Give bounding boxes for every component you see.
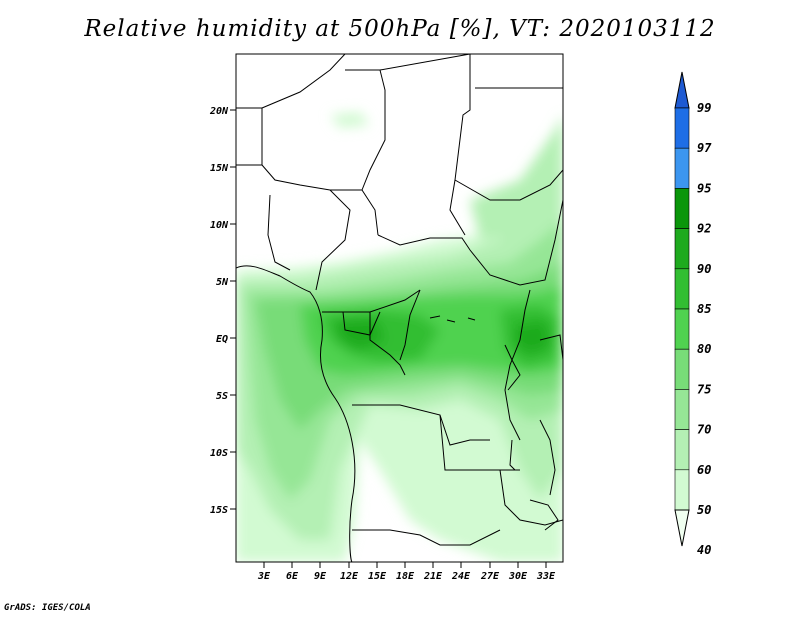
colorbar-segment [674, 389, 690, 430]
colorbar-label: 80 [697, 342, 711, 356]
lon-label-21e: 21E [423, 571, 443, 582]
colorbar-segment [674, 71, 690, 109]
colorbar-label: 70 [697, 423, 711, 437]
colorbar-label: 95 [697, 181, 711, 195]
lon-label-18e: 18E [396, 571, 415, 582]
colorbar-label: 50 [697, 503, 711, 517]
colorbar-segment [674, 188, 690, 229]
colorbar-label: 60 [697, 463, 711, 477]
colorbar-label: 85 [697, 302, 711, 316]
colorbar-label: 92 [697, 222, 711, 236]
colorbar-segment [674, 107, 690, 149]
colorbar-segment [674, 308, 690, 350]
colorbar-segment [674, 348, 690, 390]
colorbar-segment [674, 509, 690, 547]
humidity-field [236, 112, 563, 562]
map-frame [235, 53, 564, 563]
lat-label-20n: 20N [209, 106, 229, 117]
lat-label-15s: 15S [210, 505, 228, 516]
country-borders [236, 54, 563, 562]
colorbar-segment [674, 228, 690, 270]
colorbar-segment [674, 268, 690, 310]
colorbar-segment [674, 429, 690, 471]
lat-label-5s: 5S [216, 391, 228, 402]
lon-label-12e: 12E [340, 571, 359, 582]
lon-label-27e: 27E [480, 571, 500, 582]
lon-label-9e: 9E [314, 571, 327, 582]
lon-label-24e: 24E [451, 571, 471, 582]
colorbar-segment [674, 147, 690, 189]
colorbar-label: 90 [697, 262, 711, 276]
chart-title: Relative humidity at 500hPa [%], VT: 202… [84, 16, 716, 42]
colorbar: 99 97 95 92 90 85 80 75 70 60 50 40 [674, 71, 712, 557]
lon-axis: 3E 6E 9E 12E 15E 18E 21E 24E 27E 30E 33E [257, 562, 556, 582]
colorbar-segment [674, 469, 690, 511]
lon-label-30e: 30E [508, 571, 528, 582]
colorbar-label: 97 [697, 141, 712, 155]
footer-credit: GrADS: IGES/COLA [4, 603, 91, 613]
lon-label-15e: 15E [368, 571, 387, 582]
lat-label-5n: 5N [216, 277, 229, 288]
colorbar-label: 75 [697, 382, 711, 396]
colorbar-label: 40 [697, 543, 711, 557]
lat-label-eq: EQ [216, 334, 228, 345]
lon-label-33e: 33E [536, 571, 556, 582]
lat-axis: 20N 15N 10N 5N EQ 5S 10S 15S [209, 106, 236, 516]
lon-label-3e: 3E [257, 571, 271, 582]
lon-label-6e: 6E [286, 571, 299, 582]
colorbar-label: 99 [697, 101, 711, 115]
lat-label-10s: 10S [210, 448, 228, 459]
lat-label-10n: 10N [210, 220, 229, 231]
lat-label-15n: 15N [210, 163, 229, 174]
